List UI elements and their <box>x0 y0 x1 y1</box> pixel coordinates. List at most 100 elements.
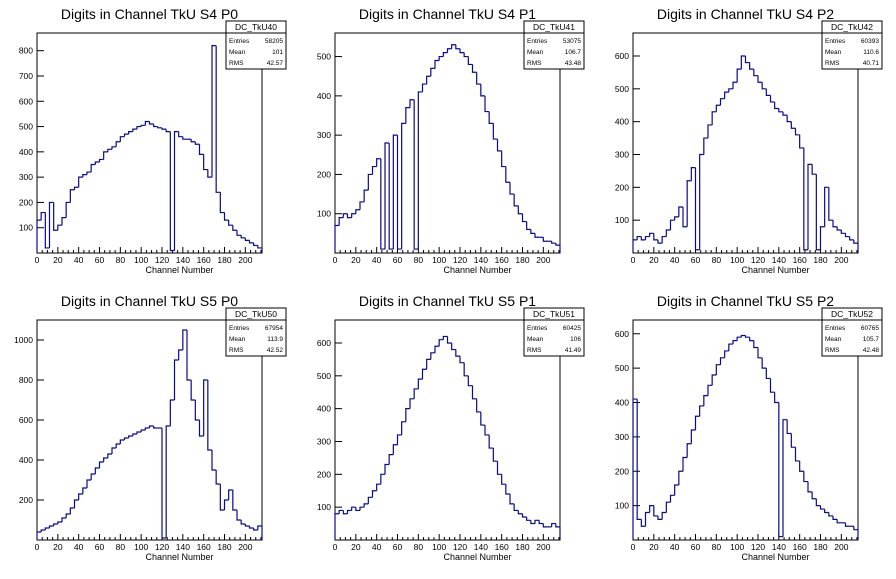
histogram-bin <box>459 356 465 364</box>
x-tick-label: 120 <box>453 542 467 552</box>
histogram-bin <box>169 399 175 426</box>
x-tick-label: 200 <box>238 255 252 265</box>
x-tick-label: 120 <box>453 255 467 265</box>
y-tick-label: 100 <box>317 502 331 512</box>
histogram-bin <box>765 368 771 380</box>
histogram-bin <box>807 481 813 493</box>
panel-4: Digits in Channel TkU S5 P0 0 20 40 60 80 100 1… <box>14 293 287 562</box>
histogram-bin <box>111 447 117 454</box>
histogram-bin <box>417 91 423 250</box>
histogram-bin <box>799 460 804 472</box>
histogram-bin <box>123 437 129 440</box>
histogram-bin <box>78 493 83 500</box>
histogram-bin <box>732 81 738 89</box>
histogram-bin <box>530 520 535 525</box>
stats-box-frame <box>225 20 287 70</box>
stats-value: 58205 <box>265 38 283 45</box>
x-tick-label: 180 <box>217 542 231 552</box>
stats-label: Entries <box>229 38 250 45</box>
histogram-bin <box>526 221 531 231</box>
histogram-bin <box>513 194 519 207</box>
histogram-bin <box>409 99 415 108</box>
stats-label: Entries <box>527 38 548 45</box>
histogram-bin <box>501 150 506 168</box>
histogram-bin <box>417 378 423 389</box>
histogram-bin <box>669 494 675 503</box>
histogram-bin <box>165 129 171 133</box>
histogram-bin <box>451 44 456 49</box>
histogram-bin <box>346 509 352 514</box>
histogram-bin <box>186 330 192 381</box>
histogram-bin <box>526 517 531 521</box>
histogram-bin <box>513 503 519 512</box>
histogram-bin <box>699 405 704 417</box>
histogram-bin <box>782 111 788 116</box>
histogram-bin <box>799 134 804 149</box>
histogram-bin <box>257 245 262 249</box>
histogram-bin <box>719 357 725 365</box>
plot-frame <box>334 319 561 541</box>
y-tick-label: 600 <box>19 96 33 106</box>
x-tick-label: 60 <box>393 542 403 552</box>
histogram-bin <box>794 447 800 462</box>
stats-value: 41.49 <box>565 347 582 354</box>
x-tick-label: 0 <box>35 542 40 552</box>
histogram-bin <box>736 68 742 83</box>
y-tick-label: 700 <box>19 71 33 81</box>
panel-title: Digits in Channel TkU S4 P1 <box>359 6 536 22</box>
plot-frame <box>334 32 561 254</box>
histogram-bin <box>690 167 696 181</box>
x-tick-label: 20 <box>649 542 659 552</box>
y-tick-label: 500 <box>317 371 331 381</box>
histogram-bin <box>488 111 494 124</box>
stats-value: 106 <box>570 336 581 343</box>
histogram-bin <box>90 473 96 480</box>
histogram-bin <box>392 134 398 250</box>
x-tick-label: 80 <box>414 255 424 265</box>
histogram-bin <box>148 425 154 428</box>
histogram-bin <box>703 137 708 155</box>
histogram-bin <box>451 342 456 351</box>
y-tick-label: 500 <box>19 122 33 132</box>
y-tick-label: 200 <box>615 182 629 192</box>
histogram-bin <box>819 226 825 250</box>
histogram-bin <box>849 236 854 241</box>
stats-value: 43.48 <box>565 60 582 67</box>
histogram-bin <box>334 224 340 253</box>
x-tick-label: 80 <box>414 542 424 552</box>
histogram-bin <box>421 83 427 92</box>
histogram-bin <box>82 174 87 178</box>
histogram-bin <box>505 484 510 495</box>
histogram-bin <box>555 523 560 528</box>
histogram-bin <box>73 186 79 190</box>
x-tick-label: 200 <box>834 255 848 265</box>
stats-value: 60765 <box>861 325 879 332</box>
histogram-bin <box>480 84 485 97</box>
histogram-bin <box>248 240 254 244</box>
y-tick-label: 100 <box>615 501 629 511</box>
x-tick-label: 160 <box>495 255 509 265</box>
stats-label: RMS <box>229 347 244 354</box>
histogram-bin <box>144 427 150 430</box>
histogram-bin <box>367 496 373 504</box>
stats-label: Mean <box>229 336 246 343</box>
histogram-bin <box>501 474 506 485</box>
x-tick-label: 20 <box>351 542 361 552</box>
histogram-bin <box>136 431 142 434</box>
x-axis-label: Channel Number <box>741 265 809 275</box>
stats-value: 67954 <box>265 325 283 332</box>
histogram-bin <box>484 425 490 436</box>
histogram-bin <box>228 220 233 226</box>
panel-title: Digits in Channel TkU S5 P1 <box>359 293 536 309</box>
histogram-bin <box>674 216 679 221</box>
x-tick-label: 160 <box>495 542 509 552</box>
histogram-bin <box>342 213 348 218</box>
y-tick-label: 400 <box>19 147 33 157</box>
histogram-bin <box>388 454 394 465</box>
stats-histogram-name: DC_TkU42 <box>831 22 873 32</box>
histogram-bin <box>380 158 385 250</box>
x-tick-label: 160 <box>793 255 807 265</box>
histogram-bin <box>774 392 779 404</box>
x-tick-label: 140 <box>772 255 786 265</box>
histogram-bin <box>686 443 692 458</box>
